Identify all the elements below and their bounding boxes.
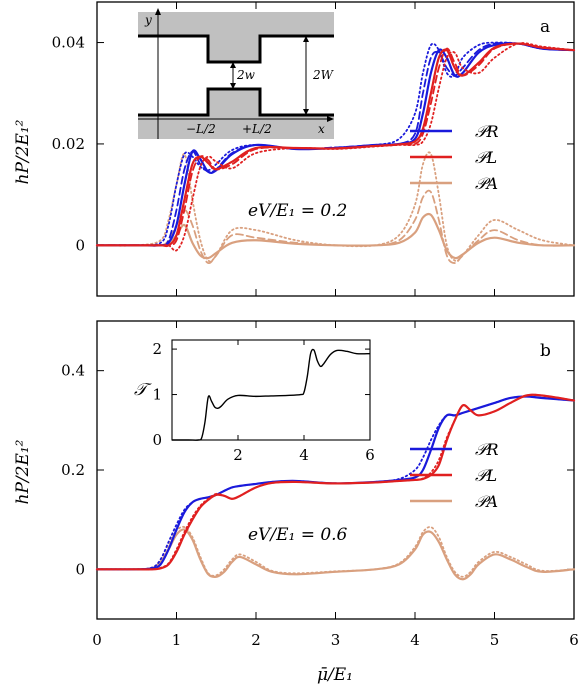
legend-b-L-label: 𝒫L bbox=[475, 466, 497, 485]
x-tick-label: 6 bbox=[569, 631, 579, 649]
inset-xtick-label: 6 bbox=[365, 446, 375, 464]
schematic-w-arrowhead-up bbox=[230, 62, 236, 68]
series-line bbox=[96, 42, 575, 252]
legend-a-R-label: 𝒫R bbox=[475, 122, 499, 141]
inset-xtick-label: 4 bbox=[299, 446, 309, 464]
x-axis-label: μ̄/E₁ bbox=[317, 665, 353, 685]
schematic-x-label: x bbox=[318, 122, 325, 136]
panel-b-ytick-label: 0.2 bbox=[61, 461, 85, 479]
inset-ticks: 2 4 6 0 1 2 bbox=[152, 340, 375, 464]
schematic-W-arrowhead-down bbox=[303, 109, 309, 115]
inset-xtick-label: 2 bbox=[233, 446, 243, 464]
panel-a-ytick-label: 0.04 bbox=[52, 34, 85, 52]
legend-b-A-label: 𝒫A bbox=[475, 492, 498, 511]
schematic-y-arrowhead bbox=[155, 8, 161, 15]
legend-b-R-label: 𝒫R bbox=[475, 440, 499, 459]
inset-ytick-label: 0 bbox=[152, 431, 162, 449]
legend-a-L-label: 𝒫L bbox=[475, 148, 497, 167]
x-tick-label: 2 bbox=[251, 631, 261, 649]
panel-a-ytick-label: 0.02 bbox=[52, 135, 85, 153]
inset-ytick-label: 1 bbox=[152, 386, 162, 404]
x-tick-label: 4 bbox=[410, 631, 420, 649]
schematic-W-arrowhead-up bbox=[303, 36, 309, 42]
inset-transmission-line bbox=[172, 348, 371, 441]
series-line bbox=[96, 395, 575, 571]
schematic-plusL-label: +L/2 bbox=[242, 122, 272, 136]
x-tick-label: 3 bbox=[331, 631, 341, 649]
legend-a-A-label: 𝒫A bbox=[475, 174, 498, 193]
panel-b-ylabel: hP/2E₁² bbox=[13, 439, 33, 504]
panel-a-ylabel: hP/2E₁² bbox=[13, 119, 33, 184]
panel-b-ytick-label: 0 bbox=[75, 560, 85, 578]
inset-ylabel: 𝒯 bbox=[134, 380, 152, 400]
panel-a-label: a bbox=[540, 17, 550, 37]
panel-b-label: b bbox=[540, 341, 551, 361]
inset-curve bbox=[172, 348, 371, 441]
schematic-top-constriction bbox=[208, 36, 260, 62]
panel-a-ytick-label: 0 bbox=[75, 236, 85, 254]
schematic-top-wall bbox=[138, 12, 334, 36]
x-tick-label: 1 bbox=[172, 631, 182, 649]
panel-a-curves bbox=[95, 41, 576, 265]
series-line bbox=[96, 393, 575, 571]
series-line bbox=[96, 41, 575, 247]
panel-b-curves bbox=[95, 393, 576, 581]
schematic-y-label: y bbox=[144, 13, 152, 27]
panel-b-ticks: 0 1 2 3 4 5 6 0 0.2 0.4 bbox=[61, 321, 579, 649]
panel-a-annotation: eV/E₁ = 0.2 bbox=[248, 201, 347, 221]
schematic-w-label: 2w bbox=[236, 68, 256, 82]
schematic-x-arrowhead bbox=[327, 116, 334, 122]
schematic-bottom-constriction bbox=[208, 89, 260, 115]
x-tick-label: 5 bbox=[490, 631, 500, 649]
panel-b-ytick-label: 0.4 bbox=[61, 362, 85, 380]
panel-b-legend: 𝒫R 𝒫L 𝒫A bbox=[410, 440, 499, 511]
schematic-top-edge bbox=[138, 34, 334, 64]
schematic-w-arrowhead-down bbox=[230, 83, 236, 89]
schematic-bottom-edge bbox=[138, 87, 334, 117]
schematic-minusL-label: −L/2 bbox=[186, 122, 216, 136]
panel-a-legend: 𝒫R 𝒫L 𝒫A bbox=[410, 122, 499, 193]
transmission-inset: 2 4 6 0 1 2 𝒯 bbox=[134, 339, 375, 464]
series-line bbox=[96, 525, 575, 578]
series-line bbox=[96, 41, 575, 247]
panel-b-annotation: eV/E₁ = 0.6 bbox=[248, 525, 348, 545]
geometry-schematic: y x 2w 2W −L/2 +L/2 bbox=[138, 8, 335, 139]
x-tick-label: 0 bbox=[92, 631, 102, 649]
panel-a-ticks: 0 0.02 0.04 bbox=[52, 2, 575, 296]
inset-ytick-label: 2 bbox=[152, 340, 162, 358]
inset-frame bbox=[171, 339, 371, 441]
schematic-W-label: 2W bbox=[312, 68, 335, 82]
series-line bbox=[95, 528, 576, 581]
